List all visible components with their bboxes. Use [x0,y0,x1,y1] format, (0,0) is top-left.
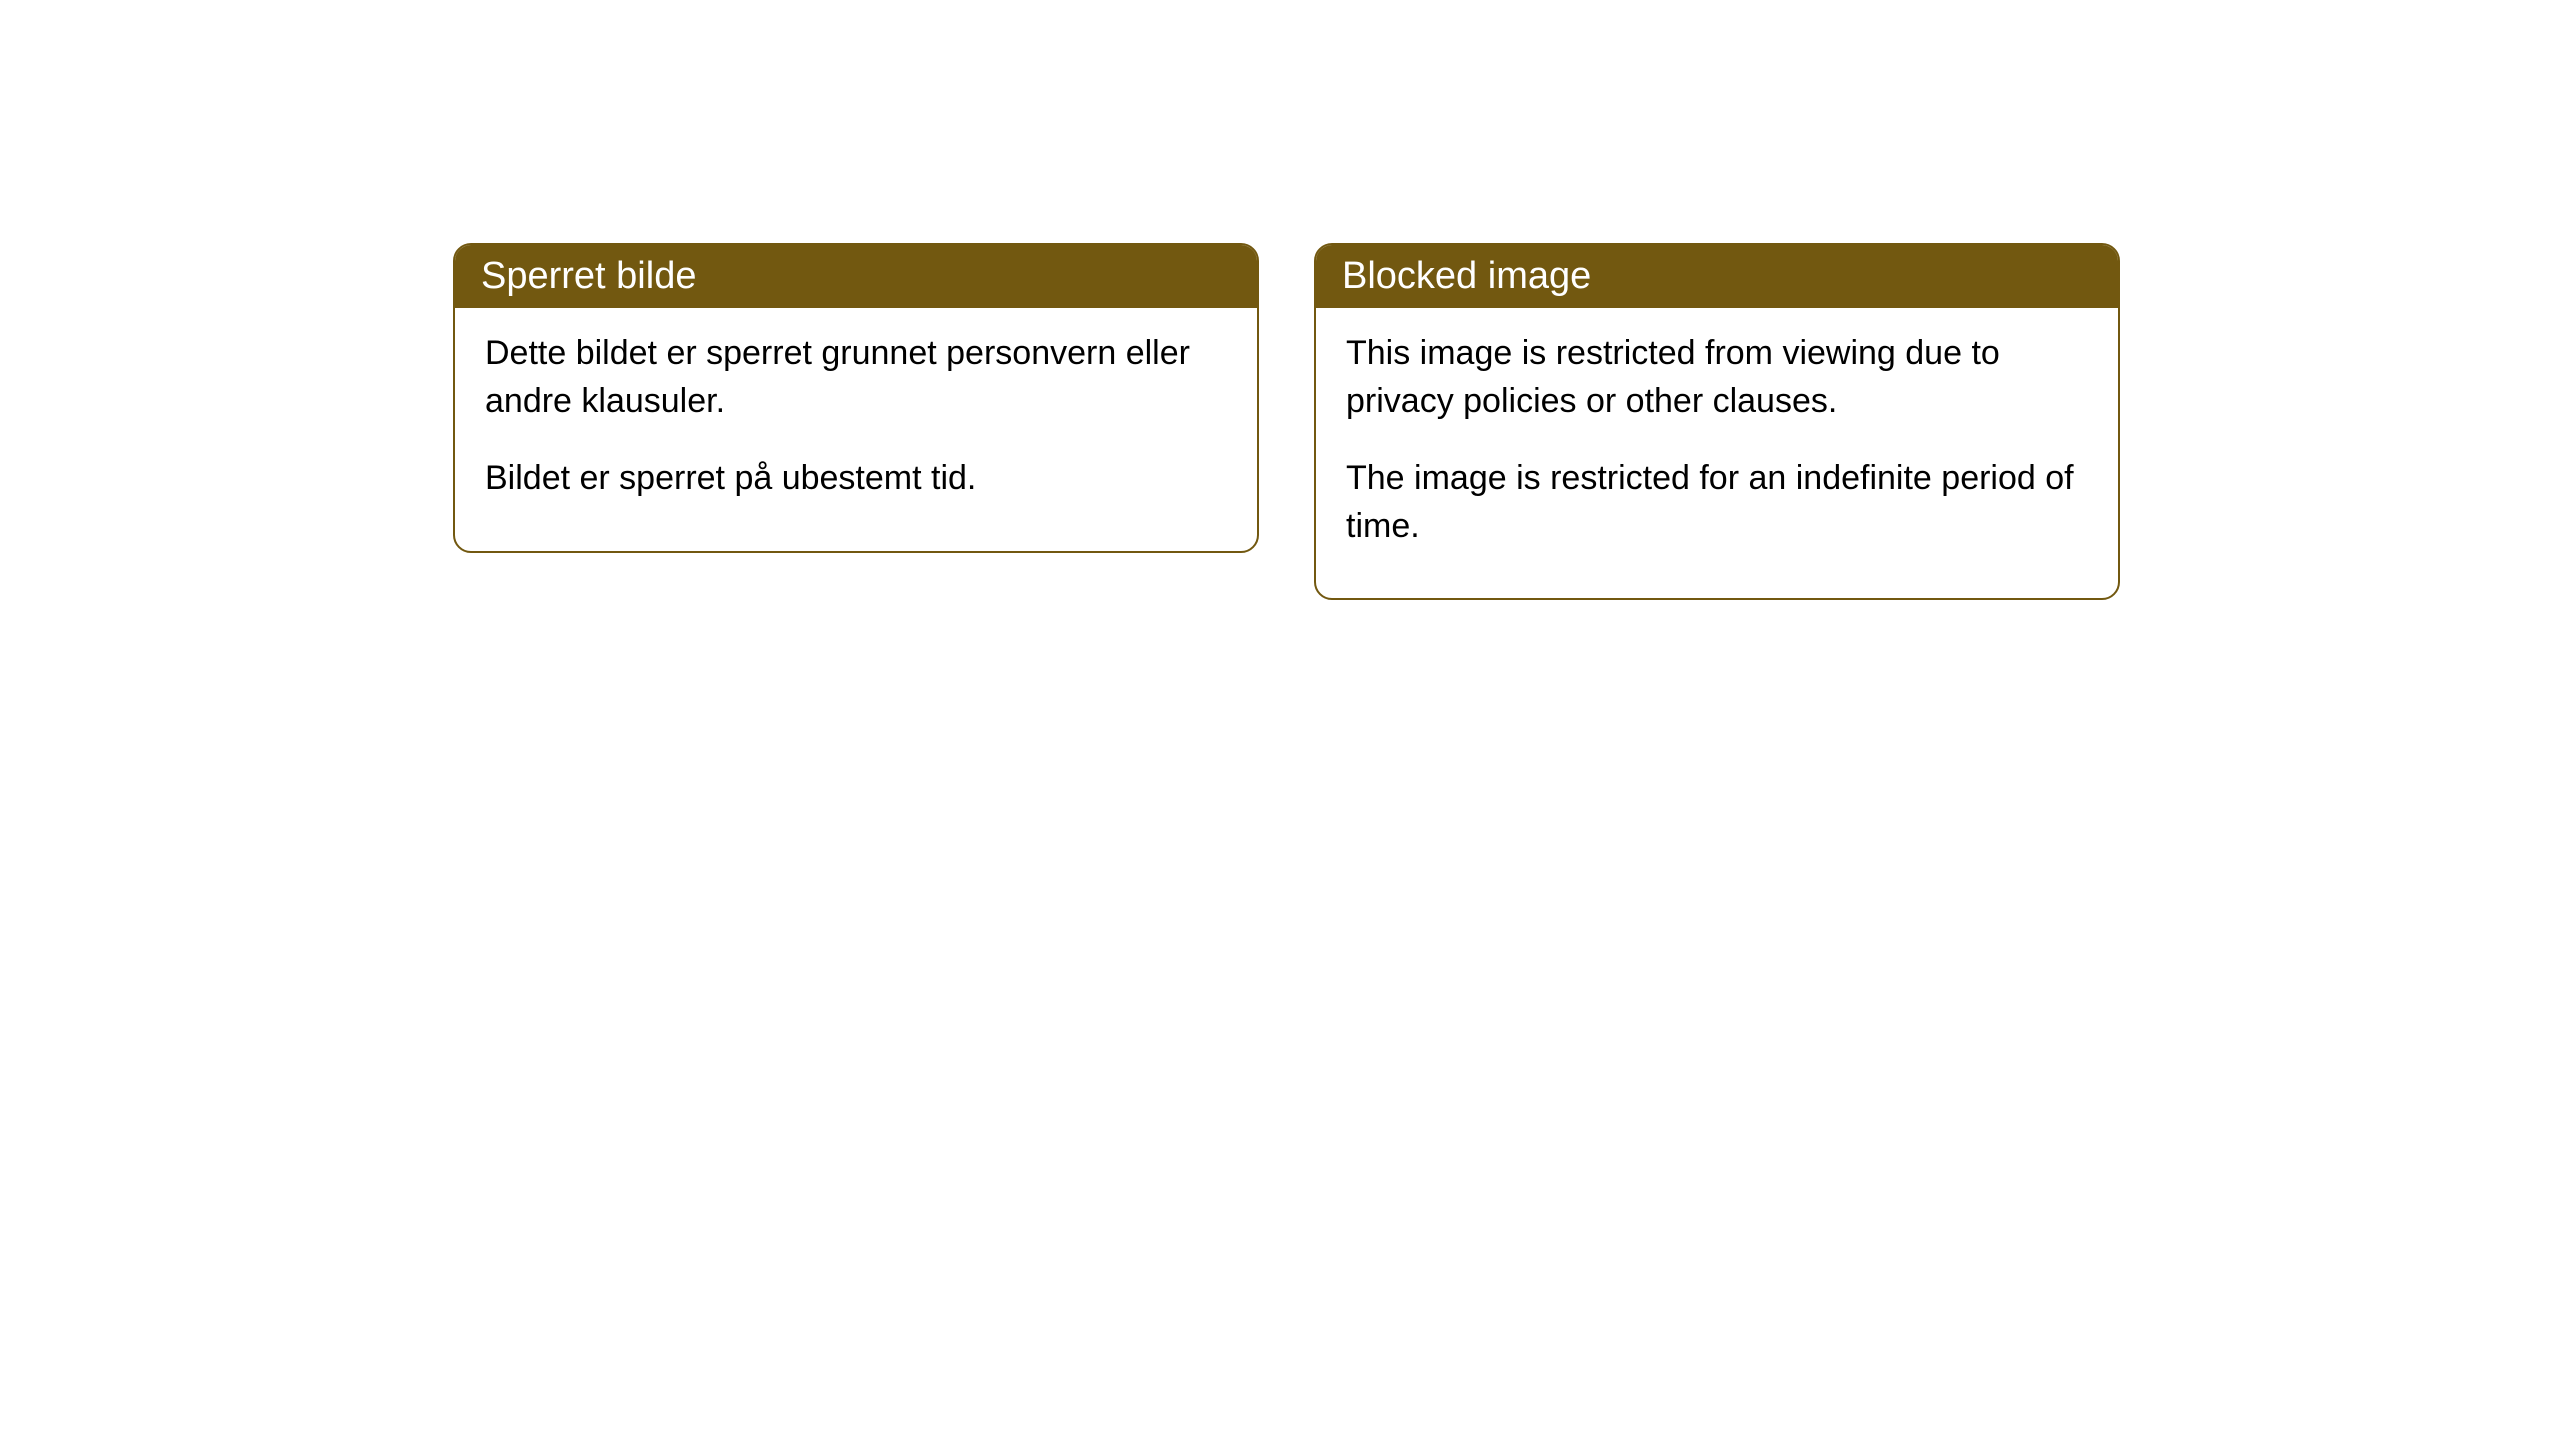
card-header: Sperret bilde [455,245,1257,308]
card-paragraph: Dette bildet er sperret grunnet personve… [485,330,1227,425]
card-header: Blocked image [1316,245,2118,308]
notice-card-norwegian: Sperret bilde Dette bildet er sperret gr… [453,243,1259,553]
card-paragraph: The image is restricted for an indefinit… [1346,455,2088,550]
card-paragraph: Bildet er sperret på ubestemt tid. [485,455,1227,503]
card-body: This image is restricted from viewing du… [1316,308,2118,598]
card-title: Blocked image [1342,255,1591,297]
card-title: Sperret bilde [481,255,696,297]
notice-card-english: Blocked image This image is restricted f… [1314,243,2120,600]
card-paragraph: This image is restricted from viewing du… [1346,330,2088,425]
card-body: Dette bildet er sperret grunnet personve… [455,308,1257,551]
